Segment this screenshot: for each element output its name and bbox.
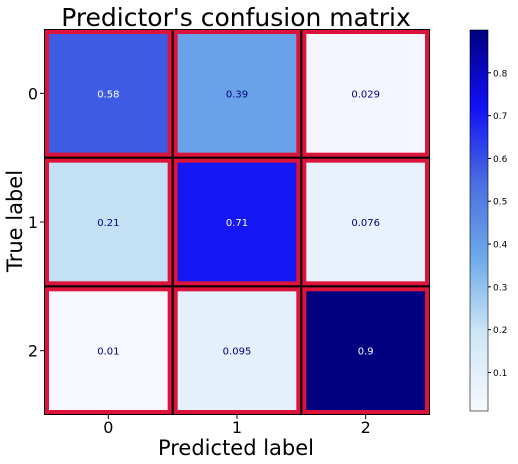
y-tick-label: 2 xyxy=(28,342,38,361)
cell-value-label: 0.076 xyxy=(351,218,380,229)
colorbar-tick-label: 0.6 xyxy=(493,155,508,165)
colorbar-tick-label: 0.4 xyxy=(493,241,508,251)
x-axis-ticks: 0 1 2 xyxy=(103,415,371,437)
colorbar-tick-label: 0.8 xyxy=(493,69,508,79)
colorbar-tick-label: 0.7 xyxy=(493,112,507,122)
colorbar-tick-label: 0.3 xyxy=(493,283,507,293)
matrix-grid: 0.58 0.39 0.029 0.21 0.71 0.076 0.01 0.095 0.9 xyxy=(44,29,430,415)
x-tick-label: 0 xyxy=(103,418,113,437)
x-axis-label: Predicted label xyxy=(158,436,314,460)
cell-value-label: 0.029 xyxy=(351,89,380,100)
matrix-cell-0-2 xyxy=(302,30,430,157)
matrix-cell-2-0 xyxy=(45,287,172,415)
y-axis-ticks: 0 1 2 xyxy=(28,84,44,361)
colorbar-gradient xyxy=(469,29,489,412)
cell-value-label: 0.01 xyxy=(97,347,119,358)
x-tick-label: 2 xyxy=(361,418,371,437)
matrix-cell-1-0 xyxy=(45,158,172,286)
colorbar-tick-label: 0.2 xyxy=(493,326,507,336)
colorbar-tick-label: 0.1 xyxy=(493,369,507,379)
cell-value-label: 0.39 xyxy=(226,89,248,100)
cell-value-label: 0.9 xyxy=(358,347,374,358)
cell-value-label: 0.71 xyxy=(226,218,248,229)
cell-value-label: 0.58 xyxy=(97,89,119,100)
matrix-cell-2-1 xyxy=(173,287,301,415)
colorbar: 0.1 0.2 0.3 0.4 0.5 0.6 0.7 0.8 xyxy=(469,29,508,412)
matrix-cell-2-2 xyxy=(302,287,430,415)
matrix-cell-1-1 xyxy=(173,158,301,286)
colorbar-tick-label: 0.5 xyxy=(493,198,507,208)
y-axis-label: True label xyxy=(3,170,27,273)
matrix-cell-1-2 xyxy=(302,158,430,286)
matrix-cell-0-0 xyxy=(45,30,172,157)
chart-title: Predictor's confusion matrix xyxy=(61,3,411,32)
matrix-cell-0-1 xyxy=(173,30,301,157)
cell-value-label: 0.095 xyxy=(223,347,252,358)
y-tick-label: 1 xyxy=(28,213,38,232)
cell-value-label: 0.21 xyxy=(97,218,119,229)
x-tick-label: 1 xyxy=(232,418,242,437)
y-tick-label: 0 xyxy=(28,84,38,103)
